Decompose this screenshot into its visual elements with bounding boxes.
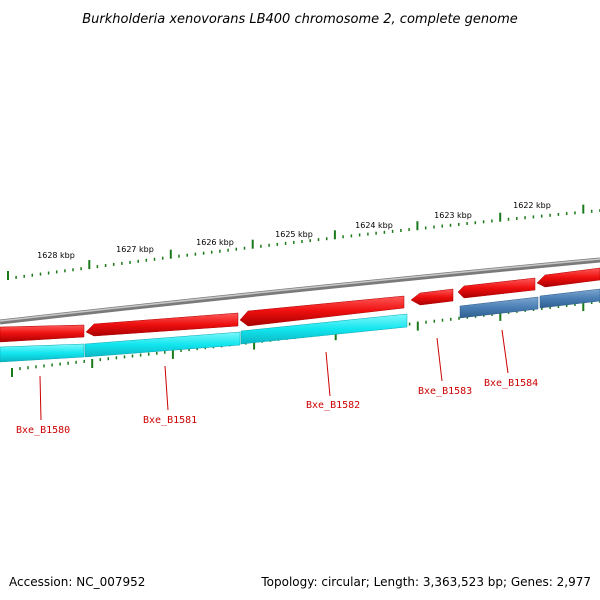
cds-arrow[interactable] bbox=[457, 277, 536, 299]
kbp-label: 1626 kbp bbox=[196, 238, 234, 247]
kbp-label: 1624 kbp bbox=[355, 221, 393, 230]
cds-block-blue[interactable] bbox=[459, 296, 539, 319]
cds-block-cyan[interactable] bbox=[240, 313, 408, 345]
map-title: Burkholderia xenovorans LB400 chromosome… bbox=[82, 12, 518, 27]
kbp-label: 1627 kbp bbox=[116, 245, 154, 254]
cds-arrow[interactable] bbox=[536, 267, 600, 288]
kbp-label: 1623 kbp bbox=[434, 211, 472, 220]
genome-backbone-highlight bbox=[0, 258, 600, 322]
gene-label[interactable]: Bxe_B1582 bbox=[306, 400, 360, 411]
gene-label[interactable]: Bxe_B1584 bbox=[484, 378, 538, 389]
cds-block-blue[interactable] bbox=[539, 288, 600, 309]
gene-labels: Bxe_B1580 Bxe_B1581 Bxe_B1582 Bxe_B1583 … bbox=[16, 378, 538, 436]
kbp-label: 1628 kbp bbox=[37, 251, 75, 260]
cds-arrow[interactable] bbox=[0, 324, 85, 343]
cds-arrow[interactable] bbox=[239, 295, 405, 327]
gene-label[interactable]: Bxe_B1580 bbox=[16, 425, 70, 436]
cds-block-cyan[interactable] bbox=[84, 331, 241, 358]
cds-block-cyan[interactable] bbox=[0, 343, 85, 363]
genome-backbone bbox=[0, 257, 600, 325]
cds-arrow[interactable] bbox=[85, 312, 239, 337]
gene-label[interactable]: Bxe_B1581 bbox=[143, 415, 197, 426]
gene-leaders bbox=[39, 329, 509, 421]
forward-cds-track bbox=[0, 267, 600, 343]
gene-label[interactable]: Bxe_B1583 bbox=[418, 386, 472, 397]
genome-summary-text: Topology: circular; Length: 3,363,523 bp… bbox=[260, 575, 591, 589]
kbp-label: 1622 kbp bbox=[513, 201, 551, 210]
kbp-label: 1625 kbp bbox=[275, 230, 313, 239]
scale-labels: 1628 kbp 1627 kbp 1626 kbp 1625 kbp 1624 kbp… bbox=[37, 201, 551, 260]
cds-arrow[interactable] bbox=[410, 288, 454, 306]
reverse-cds-track bbox=[0, 288, 600, 363]
scale-ticks-outer bbox=[7, 204, 600, 280]
accession-text: Accession: NC_007952 bbox=[9, 575, 145, 589]
